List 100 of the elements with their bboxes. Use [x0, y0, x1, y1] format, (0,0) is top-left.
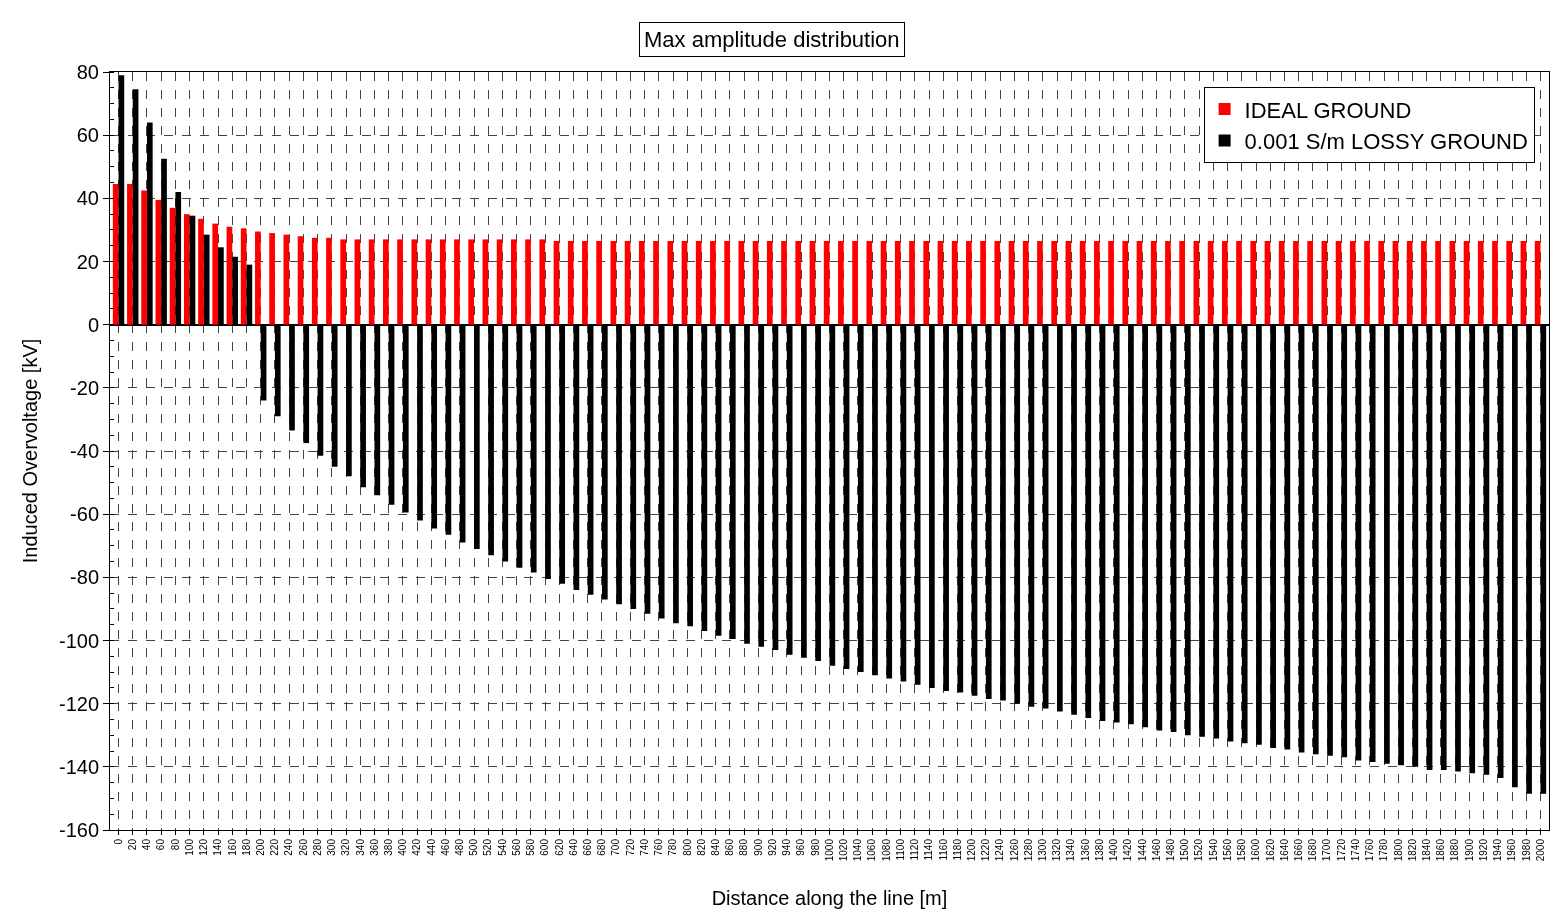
x-tick-label: 1120	[909, 838, 921, 861]
bar	[411, 239, 418, 325]
x-tick-label: 920	[766, 838, 778, 856]
x-tick-label: 240	[283, 838, 295, 856]
bar	[1477, 240, 1484, 325]
y-tick-label: -160	[58, 819, 99, 841]
bar	[1093, 240, 1100, 325]
x-tick-label: 160	[226, 838, 238, 856]
bar	[1179, 240, 1185, 325]
bar	[724, 240, 730, 325]
x-tick-label: 980	[809, 838, 821, 856]
bar	[439, 239, 446, 325]
x-tick-label: 1960	[1506, 838, 1518, 862]
bar	[695, 240, 702, 325]
x-tick-label: 740	[638, 838, 650, 856]
bar	[127, 184, 133, 325]
bar	[1307, 240, 1313, 325]
bar	[311, 237, 318, 325]
x-tick-label: 1900	[1463, 838, 1475, 862]
x-tick-label: 1340	[1065, 838, 1077, 862]
x-tick-label: 80	[169, 838, 181, 851]
x-tick-label: 760	[653, 838, 665, 856]
x-tick-label: 1800	[1392, 838, 1404, 862]
bar	[1435, 240, 1441, 325]
x-tick-label: 1500	[1179, 838, 1191, 862]
x-tick-label: 1020	[837, 838, 849, 862]
x-tick-label: 1200	[965, 838, 977, 862]
x-tick-label: 100	[183, 838, 195, 856]
x-tick-label: 1560	[1221, 838, 1233, 862]
x-tick-label: 1760	[1364, 838, 1376, 862]
x-tick-label: 360	[368, 838, 380, 856]
bar	[710, 240, 716, 325]
x-tick-label: 1300	[1037, 838, 1049, 862]
x-tick-label: 660	[582, 838, 594, 856]
bar	[1250, 240, 1257, 325]
x-tick-label: 780	[667, 838, 679, 856]
x-tick-label: 1320	[1051, 838, 1063, 862]
x-tick-label: 300	[326, 838, 338, 856]
y-axis-title: Induced Overvoltage [kV]	[19, 338, 42, 564]
x-tick-label: 20	[127, 838, 138, 851]
x-tick-label: 1660	[1292, 838, 1304, 862]
x-tick-label: 700	[610, 838, 622, 856]
y-tick-label: 80	[76, 61, 99, 83]
x-tick-label: 1720	[1335, 838, 1347, 862]
y-tick-label: 0	[87, 313, 99, 336]
x-tick-label: 820	[695, 838, 707, 856]
x-tick-label: 1980	[1520, 838, 1532, 862]
x-tick-label: 1640	[1278, 838, 1290, 862]
bar	[383, 239, 389, 325]
bar	[894, 240, 901, 325]
bar	[525, 239, 531, 325]
bar	[1492, 240, 1498, 325]
x-tick-label: 1600	[1250, 838, 1262, 862]
bar	[638, 240, 645, 325]
x-tick-label: 960	[795, 838, 807, 856]
x-tick-label: 1700	[1321, 838, 1333, 862]
bar	[1037, 240, 1043, 325]
x-tick-label: 1740	[1349, 838, 1361, 862]
x-tick-label: 440	[425, 838, 437, 856]
bar	[1236, 240, 1242, 325]
bar	[255, 231, 261, 325]
bar	[653, 240, 659, 325]
bar	[1349, 240, 1356, 325]
bar	[1108, 240, 1114, 325]
x-tick-label: 600	[539, 838, 551, 856]
x-tick-label: 1380	[1093, 838, 1105, 862]
chart-title: Max amplitude distribution	[644, 27, 900, 52]
x-tick-label: 380	[382, 838, 394, 856]
x-tick-label: 280	[311, 838, 323, 856]
bar	[1150, 240, 1157, 325]
x-tick-label: 180	[240, 838, 252, 856]
x-tick-label: 220	[269, 838, 281, 856]
x-tick-label: 1140	[923, 838, 935, 861]
y-tick-label: -80	[70, 566, 99, 589]
bar	[1221, 240, 1228, 325]
x-tick-label: 520	[482, 838, 494, 856]
y-tick-label: -120	[58, 692, 99, 715]
x-tick-label: 1520	[1193, 838, 1205, 862]
x-tick-label: 1360	[1079, 838, 1091, 862]
x-tick-label: 1240	[994, 838, 1006, 862]
x-tick-label: 1220	[980, 838, 992, 862]
bar	[340, 239, 347, 325]
bar	[198, 218, 204, 325]
x-tick-label: 1080	[880, 838, 892, 862]
y-tick-label: 40	[76, 187, 99, 210]
bar	[823, 240, 830, 325]
bar	[1321, 240, 1328, 325]
bar	[112, 184, 119, 325]
bar	[866, 240, 873, 325]
x-tick-label: 340	[354, 838, 366, 856]
x-tick-label: 1000	[823, 838, 835, 862]
x-tick-label: 460	[439, 838, 451, 856]
bar	[1022, 240, 1029, 325]
x-tick-label: 40	[141, 838, 153, 851]
bar	[1421, 240, 1427, 325]
x-tick-label: 1940	[1492, 838, 1504, 862]
x-tick-label: 1580	[1236, 838, 1248, 862]
x-tick-label: 860	[724, 838, 736, 856]
x-axis-title: Distance along the line [m]	[711, 886, 948, 909]
x-tick-label: 580	[525, 838, 537, 856]
